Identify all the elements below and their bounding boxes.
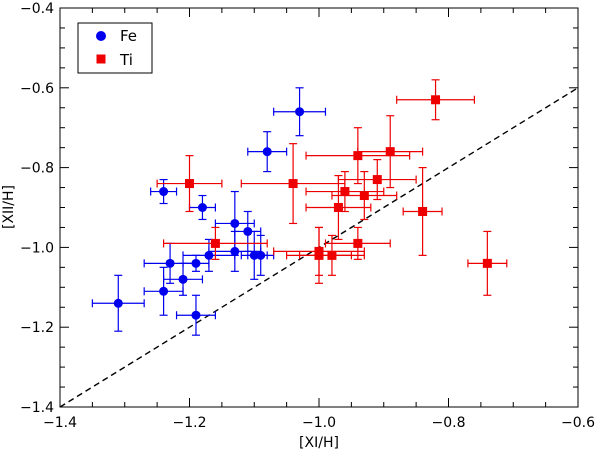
ti-marker — [359, 191, 369, 201]
fe-point — [247, 131, 288, 173]
ti-point — [467, 230, 508, 296]
ti-marker — [431, 95, 441, 105]
ti-marker — [340, 187, 350, 197]
fe-point — [91, 274, 145, 332]
ti-marker — [327, 250, 337, 260]
legend-box — [77, 22, 153, 74]
fe-marker — [230, 218, 240, 228]
fe-marker — [230, 246, 240, 256]
fe-point — [188, 194, 216, 221]
ti-marker — [333, 203, 343, 212]
fe-marker — [243, 226, 253, 236]
fe-point — [247, 234, 275, 276]
ti-marker — [372, 175, 382, 185]
y-tick-label: −1.2 — [20, 320, 54, 336]
x-tick-label: −0.6 — [561, 415, 595, 431]
fe-point — [273, 87, 327, 137]
x-tick-label: −0.8 — [432, 415, 466, 431]
ti-point — [163, 226, 268, 260]
fe-marker — [159, 286, 169, 296]
series-fe — [91, 87, 327, 336]
fe-point — [150, 178, 178, 205]
legend-ti-marker — [96, 54, 106, 64]
legend-fe-marker — [96, 31, 106, 41]
x-tick-label: −1.2 — [173, 415, 207, 431]
ti-marker — [482, 258, 492, 268]
y-tick-label: −0.4 — [20, 1, 54, 17]
ti-marker — [418, 206, 428, 216]
fe-marker — [165, 258, 175, 268]
y-tick-label: −1.0 — [20, 240, 54, 256]
ti-marker — [385, 147, 395, 157]
ti-marker — [288, 179, 298, 189]
fe-marker — [262, 147, 272, 157]
fe-marker — [197, 203, 207, 212]
legend-fe-label: Fe — [120, 27, 137, 45]
y-tick-label: −0.6 — [20, 81, 54, 97]
y-axis-label: [XII/H] — [1, 185, 17, 229]
x-tick-label: −1.4 — [43, 415, 77, 431]
y-tick-label: −1.4 — [20, 400, 54, 416]
fe-marker — [191, 310, 201, 320]
series-layer — [91, 79, 508, 336]
fe-marker — [295, 107, 305, 117]
ti-marker — [353, 238, 363, 248]
ti-point — [305, 174, 372, 241]
ti-point — [156, 155, 223, 213]
legend-ti-label: Ti — [119, 51, 133, 69]
ti-point — [337, 159, 417, 201]
axis-ticks: −1.4 −1.2 −1.0 −0.8 −0.6 −1.4 −1.2 −1.0 −0.8 −0.6… — [20, 1, 595, 431]
fe-marker — [159, 187, 169, 197]
legend: Fe Ti — [77, 22, 153, 74]
ti-point — [324, 226, 391, 260]
ti-point — [396, 79, 475, 121]
fe-marker — [256, 250, 266, 260]
series-ti — [156, 79, 508, 296]
fe-point — [175, 294, 216, 336]
y-tick-label: −0.8 — [20, 161, 54, 177]
ti-point — [402, 167, 443, 256]
ti-marker — [185, 179, 194, 189]
fe-marker — [178, 274, 188, 284]
x-axis-label: [XI/H] — [299, 435, 339, 451]
ti-point — [298, 234, 365, 276]
ti-marker — [210, 238, 220, 248]
x-tick-label: −1.0 — [302, 415, 336, 431]
fe-marker — [113, 298, 123, 308]
ti-point — [331, 170, 398, 221]
fe-marker — [191, 258, 201, 268]
ti-point — [357, 115, 424, 189]
ti-point — [305, 170, 385, 213]
fe-point — [208, 230, 262, 272]
